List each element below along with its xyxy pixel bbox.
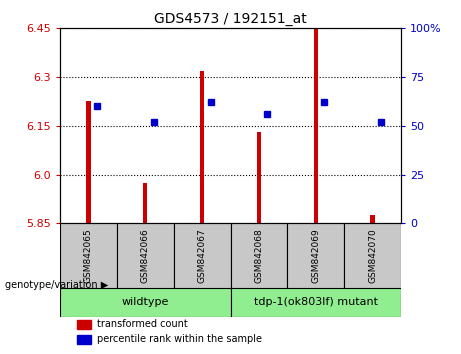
Text: tdp-1(ok803lf) mutant: tdp-1(ok803lf) mutant bbox=[254, 297, 378, 308]
Bar bbox=[86, 102, 91, 223]
Bar bbox=[200, 70, 204, 223]
Bar bbox=[230, 223, 287, 289]
Bar bbox=[143, 183, 148, 223]
Bar bbox=[287, 223, 344, 289]
Bar bbox=[60, 289, 230, 316]
Bar bbox=[230, 289, 401, 316]
Text: GSM842070: GSM842070 bbox=[368, 229, 377, 283]
Text: GSM842068: GSM842068 bbox=[254, 229, 263, 283]
Bar bbox=[117, 223, 174, 289]
Text: genotype/variation ▶: genotype/variation ▶ bbox=[5, 280, 108, 290]
Text: GSM842066: GSM842066 bbox=[141, 229, 150, 283]
Text: GSM842065: GSM842065 bbox=[84, 229, 93, 283]
Title: GDS4573 / 192151_at: GDS4573 / 192151_at bbox=[154, 12, 307, 26]
Bar bbox=[77, 320, 91, 329]
Bar bbox=[344, 223, 401, 289]
Text: percentile rank within the sample: percentile rank within the sample bbox=[97, 334, 262, 344]
Bar bbox=[313, 28, 318, 223]
Bar bbox=[174, 223, 230, 289]
Bar bbox=[257, 132, 261, 223]
Text: transformed count: transformed count bbox=[97, 319, 188, 329]
Bar bbox=[370, 215, 375, 223]
Text: GSM842069: GSM842069 bbox=[311, 229, 320, 283]
Text: wildtype: wildtype bbox=[122, 297, 169, 308]
Text: GSM842067: GSM842067 bbox=[198, 229, 207, 283]
Bar bbox=[77, 335, 91, 344]
Bar bbox=[60, 223, 117, 289]
